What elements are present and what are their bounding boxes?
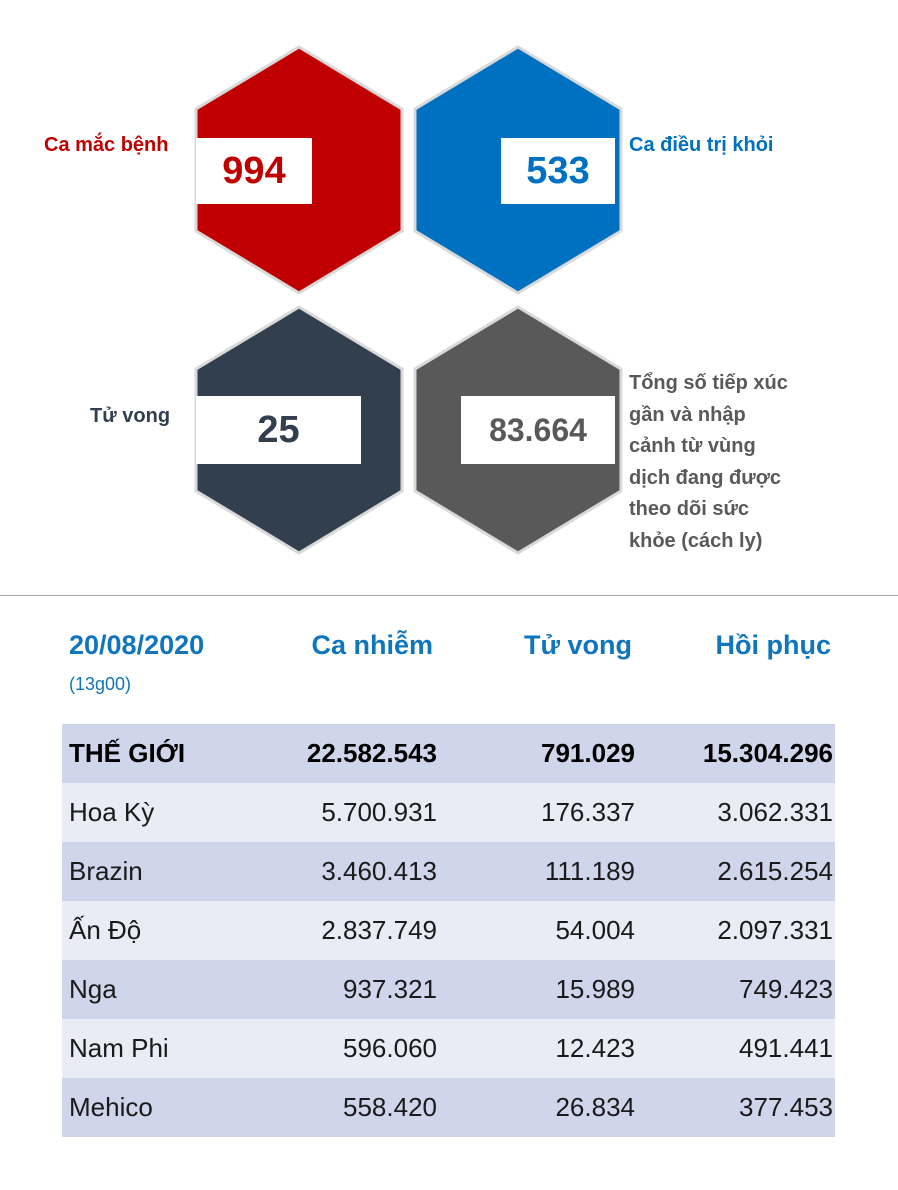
table-row: Hoa Kỳ 5.700.931 176.337 3.062.331 — [62, 783, 835, 842]
table-row: Brazin 3.460.413 111.189 2.615.254 — [62, 842, 835, 901]
recovered-cell: 749.423 — [739, 974, 833, 1004]
monitored-value: 83.664 — [461, 396, 615, 464]
country-name: Brazin — [69, 856, 143, 886]
cases-label: Ca mắc bệnh — [44, 134, 169, 156]
col-header-recovered: Hồi phục — [715, 630, 832, 660]
deaths-cell: 26.834 — [555, 1092, 635, 1122]
table-row: THẾ GIỚI 22.582.543 791.029 15.304.296 — [62, 724, 835, 783]
deaths-value: 25 — [196, 396, 361, 464]
cases-cell: 937.321 — [343, 974, 437, 1004]
country-name: Nga — [69, 974, 117, 1004]
deaths-cell: 54.004 — [555, 915, 635, 945]
cases-cell: 3.460.413 — [321, 856, 437, 886]
table-row: Ấn Độ 2.837.749 54.004 2.097.331 — [62, 901, 835, 960]
recovered-cell: 15.304.296 — [702, 738, 833, 768]
deaths-cell: 15.989 — [555, 974, 635, 1004]
monitored-label-line: gần và nhập — [629, 403, 746, 426]
country-name: Hoa Kỳ — [69, 797, 155, 827]
deaths-label: Tử vong — [90, 405, 171, 427]
cases-cell: 22.582.543 — [306, 738, 437, 768]
cases-cell: 5.700.931 — [321, 797, 437, 827]
recovered-cell: 377.453 — [739, 1092, 833, 1122]
table-row: Mehico 558.420 26.834 377.453 — [62, 1078, 835, 1137]
col-header-cases: Ca nhiễm — [311, 630, 433, 660]
col-header-deaths: Tử vong — [523, 630, 632, 660]
recovered-value: 533 — [501, 138, 615, 204]
cases-cell: 2.837.749 — [321, 915, 437, 945]
country-name: Mehico — [69, 1092, 153, 1122]
recovered-cell: 3.062.331 — [717, 797, 833, 827]
section-divider — [0, 595, 898, 596]
deaths-cell: 791.029 — [541, 738, 635, 768]
recovered-cell: 2.615.254 — [717, 856, 833, 886]
cases-cell: 596.060 — [343, 1033, 437, 1063]
table-time: (13g00) — [69, 674, 132, 694]
deaths-cell: 12.423 — [555, 1033, 635, 1063]
cases-value: 994 — [196, 138, 312, 204]
monitored-label-line: theo dõi sức — [629, 498, 750, 520]
deaths-cell: 111.189 — [544, 856, 635, 886]
country-name: THẾ GIỚI — [69, 738, 186, 768]
table-date: 20/08/2020 — [69, 630, 205, 660]
deaths-cell: 176.337 — [541, 797, 635, 827]
country-name: Ấn Độ — [69, 915, 142, 945]
monitored-label: Tổng số tiếp xúc gần và nhập cảnh từ vùn… — [629, 368, 788, 557]
monitored-label-line: dịch đang được — [629, 466, 782, 489]
table-row: Nga 937.321 15.989 749.423 — [62, 960, 835, 1019]
recovered-label: Ca điều trị khỏi — [629, 134, 774, 156]
monitored-label-line: Tổng số tiếp xúc — [629, 372, 788, 394]
table-row: Nam Phi 596.060 12.423 491.441 — [62, 1019, 835, 1078]
country-name: Nam Phi — [69, 1033, 169, 1063]
recovered-cell: 2.097.331 — [717, 915, 833, 945]
recovered-cell: 491.441 — [739, 1033, 833, 1063]
cases-cell: 558.420 — [343, 1092, 437, 1122]
monitored-label-line: khỏe (cách ly) — [629, 529, 763, 552]
monitored-label-line: cảnh từ vùng — [629, 435, 756, 457]
